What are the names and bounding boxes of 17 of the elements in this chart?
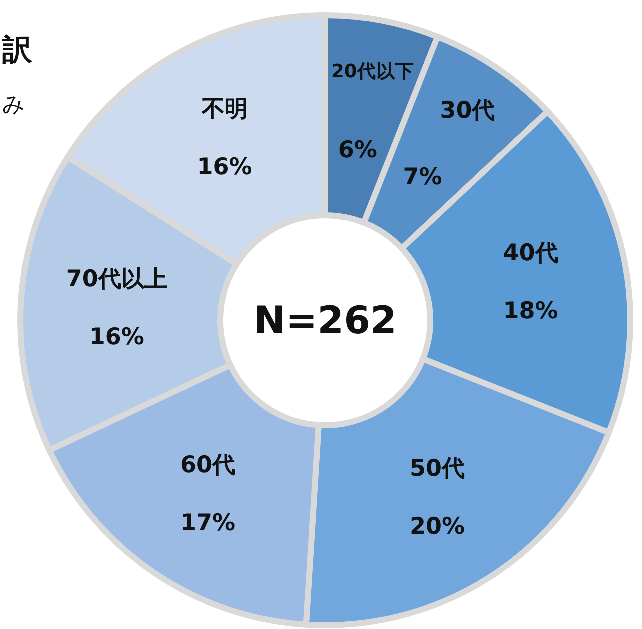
data-label: 16% xyxy=(197,154,252,180)
slice-label: 不明 xyxy=(200,96,248,122)
data-label: 6% xyxy=(338,138,378,164)
data-label: 17% xyxy=(180,510,236,536)
text: み xyxy=(2,93,26,118)
text: N=262 xyxy=(254,298,397,342)
data-label: 7% xyxy=(403,164,442,190)
data-label: 20% xyxy=(410,514,466,540)
slice-label: 70代以上 xyxy=(66,266,168,292)
slice-label: 40代 xyxy=(503,240,558,266)
slice-label: 30代 xyxy=(440,98,496,124)
slice-label: 60代 xyxy=(180,452,236,478)
data-label: 18% xyxy=(503,298,558,324)
text: 訳 xyxy=(2,33,34,68)
slice-label: 50代 xyxy=(410,456,465,482)
data-label: 16% xyxy=(89,324,144,350)
slice-label: 20代以下 xyxy=(332,60,414,82)
